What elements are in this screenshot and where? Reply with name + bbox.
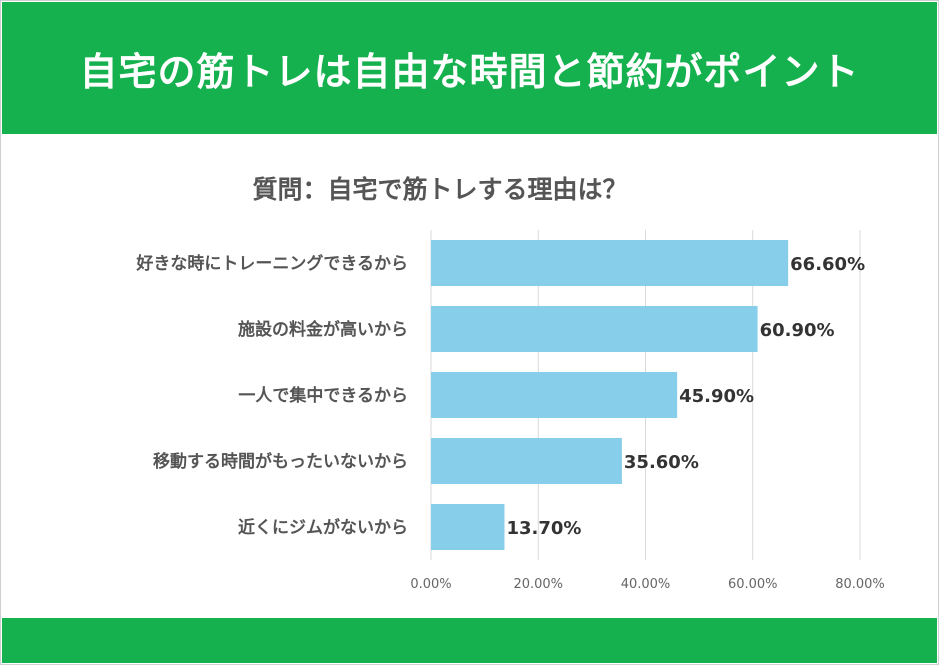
bar bbox=[431, 438, 622, 484]
header-title: 自宅の筋トレは自由な時間と節約がポイント bbox=[79, 49, 860, 94]
bar bbox=[431, 240, 789, 286]
bar bbox=[431, 372, 678, 418]
value-label: 60.90% bbox=[760, 320, 835, 341]
footer-banner bbox=[2, 618, 937, 663]
value-label: 66.60% bbox=[790, 254, 865, 275]
value-label: 45.90% bbox=[679, 386, 754, 407]
chart-title: 質問：自宅で筋トレする理由は？ bbox=[252, 175, 628, 204]
value-label: 13.70% bbox=[506, 518, 581, 539]
x-tick-label: 60.00% bbox=[728, 577, 778, 592]
x-tick-label: 20.00% bbox=[513, 577, 563, 592]
category-label: 好きな時にトレーニングできるから bbox=[135, 253, 408, 274]
bar bbox=[431, 306, 758, 352]
category-label: 近くにジムがないから bbox=[238, 517, 408, 538]
x-tick-label: 40.00% bbox=[621, 577, 671, 592]
category-label: 施設の料金が高いから bbox=[238, 319, 408, 340]
x-tick-label: 80.00% bbox=[835, 577, 885, 592]
bar bbox=[431, 504, 505, 550]
category-label: 移動する時間がもったいないから bbox=[153, 451, 408, 472]
value-label: 35.60% bbox=[624, 452, 699, 473]
x-tick-label: 0.00% bbox=[410, 577, 451, 592]
category-label: 一人で集中できるから bbox=[238, 385, 408, 406]
header-banner: 自宅の筋トレは自由な時間と節約がポイント bbox=[2, 2, 937, 134]
